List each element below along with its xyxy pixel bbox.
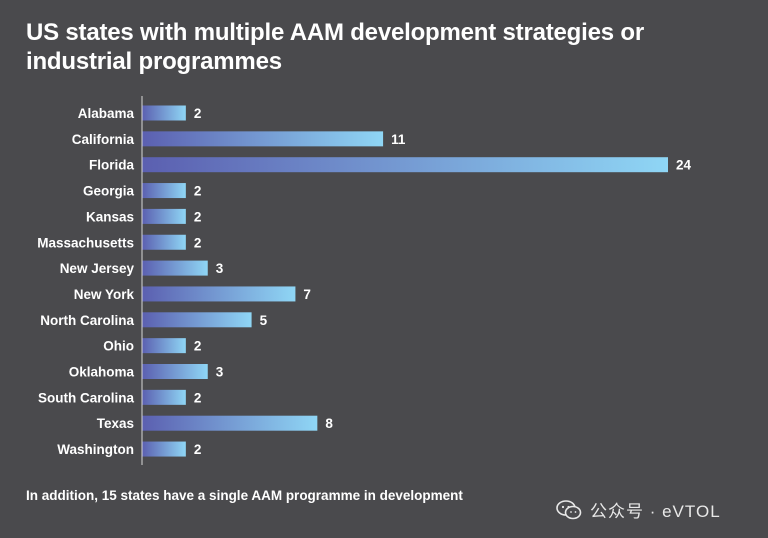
- bar-oklahoma: [142, 364, 208, 379]
- bar-florida: [142, 157, 668, 173]
- value-label-washington: 2: [194, 442, 202, 457]
- value-label-oklahoma: 3: [216, 365, 224, 380]
- category-label-north-carolina: North Carolina: [40, 313, 134, 328]
- value-label-north-carolina: 5: [260, 313, 268, 328]
- category-label-south-carolina: South Carolina: [38, 390, 134, 405]
- value-label-new-jersey: 3: [216, 261, 224, 276]
- bar-south-carolina: [142, 389, 186, 405]
- value-label-florida: 24: [676, 158, 692, 173]
- category-label-washington: Washington: [57, 442, 134, 457]
- value-label-alabama: 2: [194, 106, 202, 121]
- bar-california: [142, 131, 384, 147]
- category-label-california: California: [72, 132, 135, 147]
- chart-title: US states with multiple AAM development …: [26, 19, 644, 75]
- value-label-georgia: 2: [194, 184, 202, 199]
- category-label-texas: Texas: [97, 416, 134, 431]
- bar-new-jersey: [142, 260, 208, 276]
- bar-kansas: [142, 208, 186, 224]
- category-label-florida: Florida: [89, 158, 134, 173]
- value-label-kansas: 2: [194, 209, 202, 224]
- watermark-text: 公众号 · eVTOL: [590, 502, 721, 521]
- category-label-oklahoma: Oklahoma: [69, 365, 135, 380]
- category-label-massachusetts: Massachusetts: [37, 235, 134, 250]
- category-label-new-jersey: New Jersey: [60, 261, 135, 276]
- footnote: In addition, 15 states have a single AAM…: [26, 488, 463, 503]
- value-label-south-carolina: 2: [194, 390, 202, 405]
- bar-north-carolina: [142, 312, 252, 328]
- watermark: 公众号 · eVTOL: [556, 497, 721, 522]
- category-label-georgia: Georgia: [83, 184, 135, 199]
- value-label-massachusetts: 2: [194, 235, 202, 250]
- category-label-new-york: New York: [74, 287, 135, 302]
- category-label-ohio: Ohio: [103, 339, 134, 354]
- bar-washington: [142, 441, 186, 457]
- value-label-ohio: 2: [194, 339, 202, 354]
- bar-ohio: [142, 338, 186, 354]
- bar-alabama: [142, 105, 186, 121]
- category-label-alabama: Alabama: [78, 106, 135, 121]
- bar-texas: [142, 415, 318, 431]
- category-label-kansas: Kansas: [86, 209, 134, 224]
- bar-georgia: [142, 183, 186, 199]
- value-label-california: 11: [391, 132, 406, 147]
- bar-new-york: [142, 286, 296, 302]
- wechat-icon: [556, 499, 582, 519]
- value-label-texas: 8: [325, 416, 333, 431]
- value-label-new-york: 7: [303, 287, 311, 302]
- bar-massachusetts: [142, 234, 186, 250]
